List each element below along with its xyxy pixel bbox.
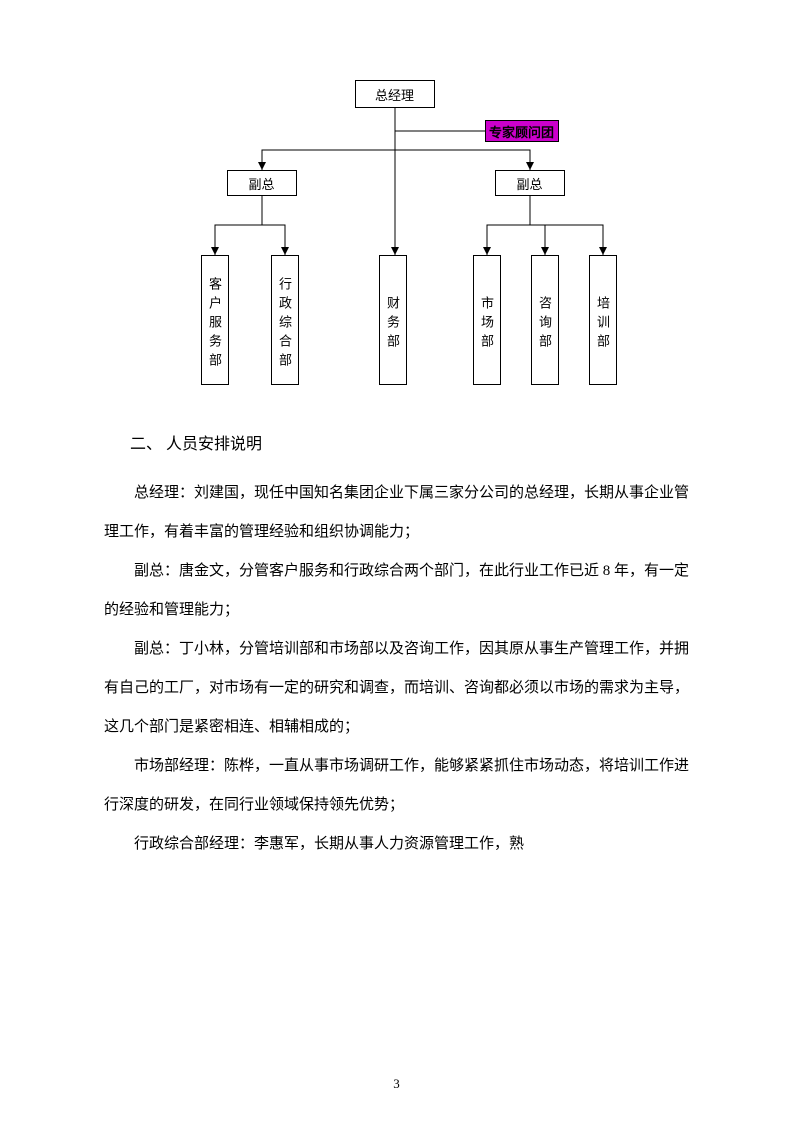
- paragraph: 副总：唐金文，分管客户服务和行政综合两个部门，在此行业工作已近 8 年，有一定的…: [104, 552, 689, 630]
- page-number: 3: [0, 1076, 793, 1092]
- paragraph: 行政综合部经理：李惠军，长期从事人力资源管理工作，熟: [104, 825, 689, 864]
- paragraph: 市场部经理：陈桦，一直从事市场调研工作，能够紧紧抓住市场动态，将培训工作进行深度…: [104, 747, 689, 825]
- org-node-vp1: 副总: [227, 170, 297, 196]
- org-chart: 总经理专家顾问团副总 副总客户服务部 行政综合部 财务部 市场部 咨询部 培训部: [157, 80, 637, 400]
- paragraph: 副总：丁小林，分管培训部和市场部以及咨询工作，因其原从事生产管理工作，并拥有自己…: [104, 630, 689, 747]
- org-node-d1: 客户服务部: [201, 255, 229, 385]
- section-title: 二、 人员安排说明: [130, 430, 693, 454]
- org-node-advisor: 专家顾问团: [485, 120, 559, 142]
- org-node-d4: 市场部: [473, 255, 501, 385]
- org-node-gm: 总经理: [355, 80, 435, 108]
- org-node-d5: 咨询部: [531, 255, 559, 385]
- org-node-d3: 财务部: [379, 255, 407, 385]
- paragraph: 总经理：刘建国，现任中国知名集团企业下属三家分公司的总经理，长期从事企业管理工作…: [104, 474, 689, 552]
- org-node-vp2: 副总: [495, 170, 565, 196]
- org-node-d2: 行政综合部: [271, 255, 299, 385]
- org-node-d6: 培训部: [589, 255, 617, 385]
